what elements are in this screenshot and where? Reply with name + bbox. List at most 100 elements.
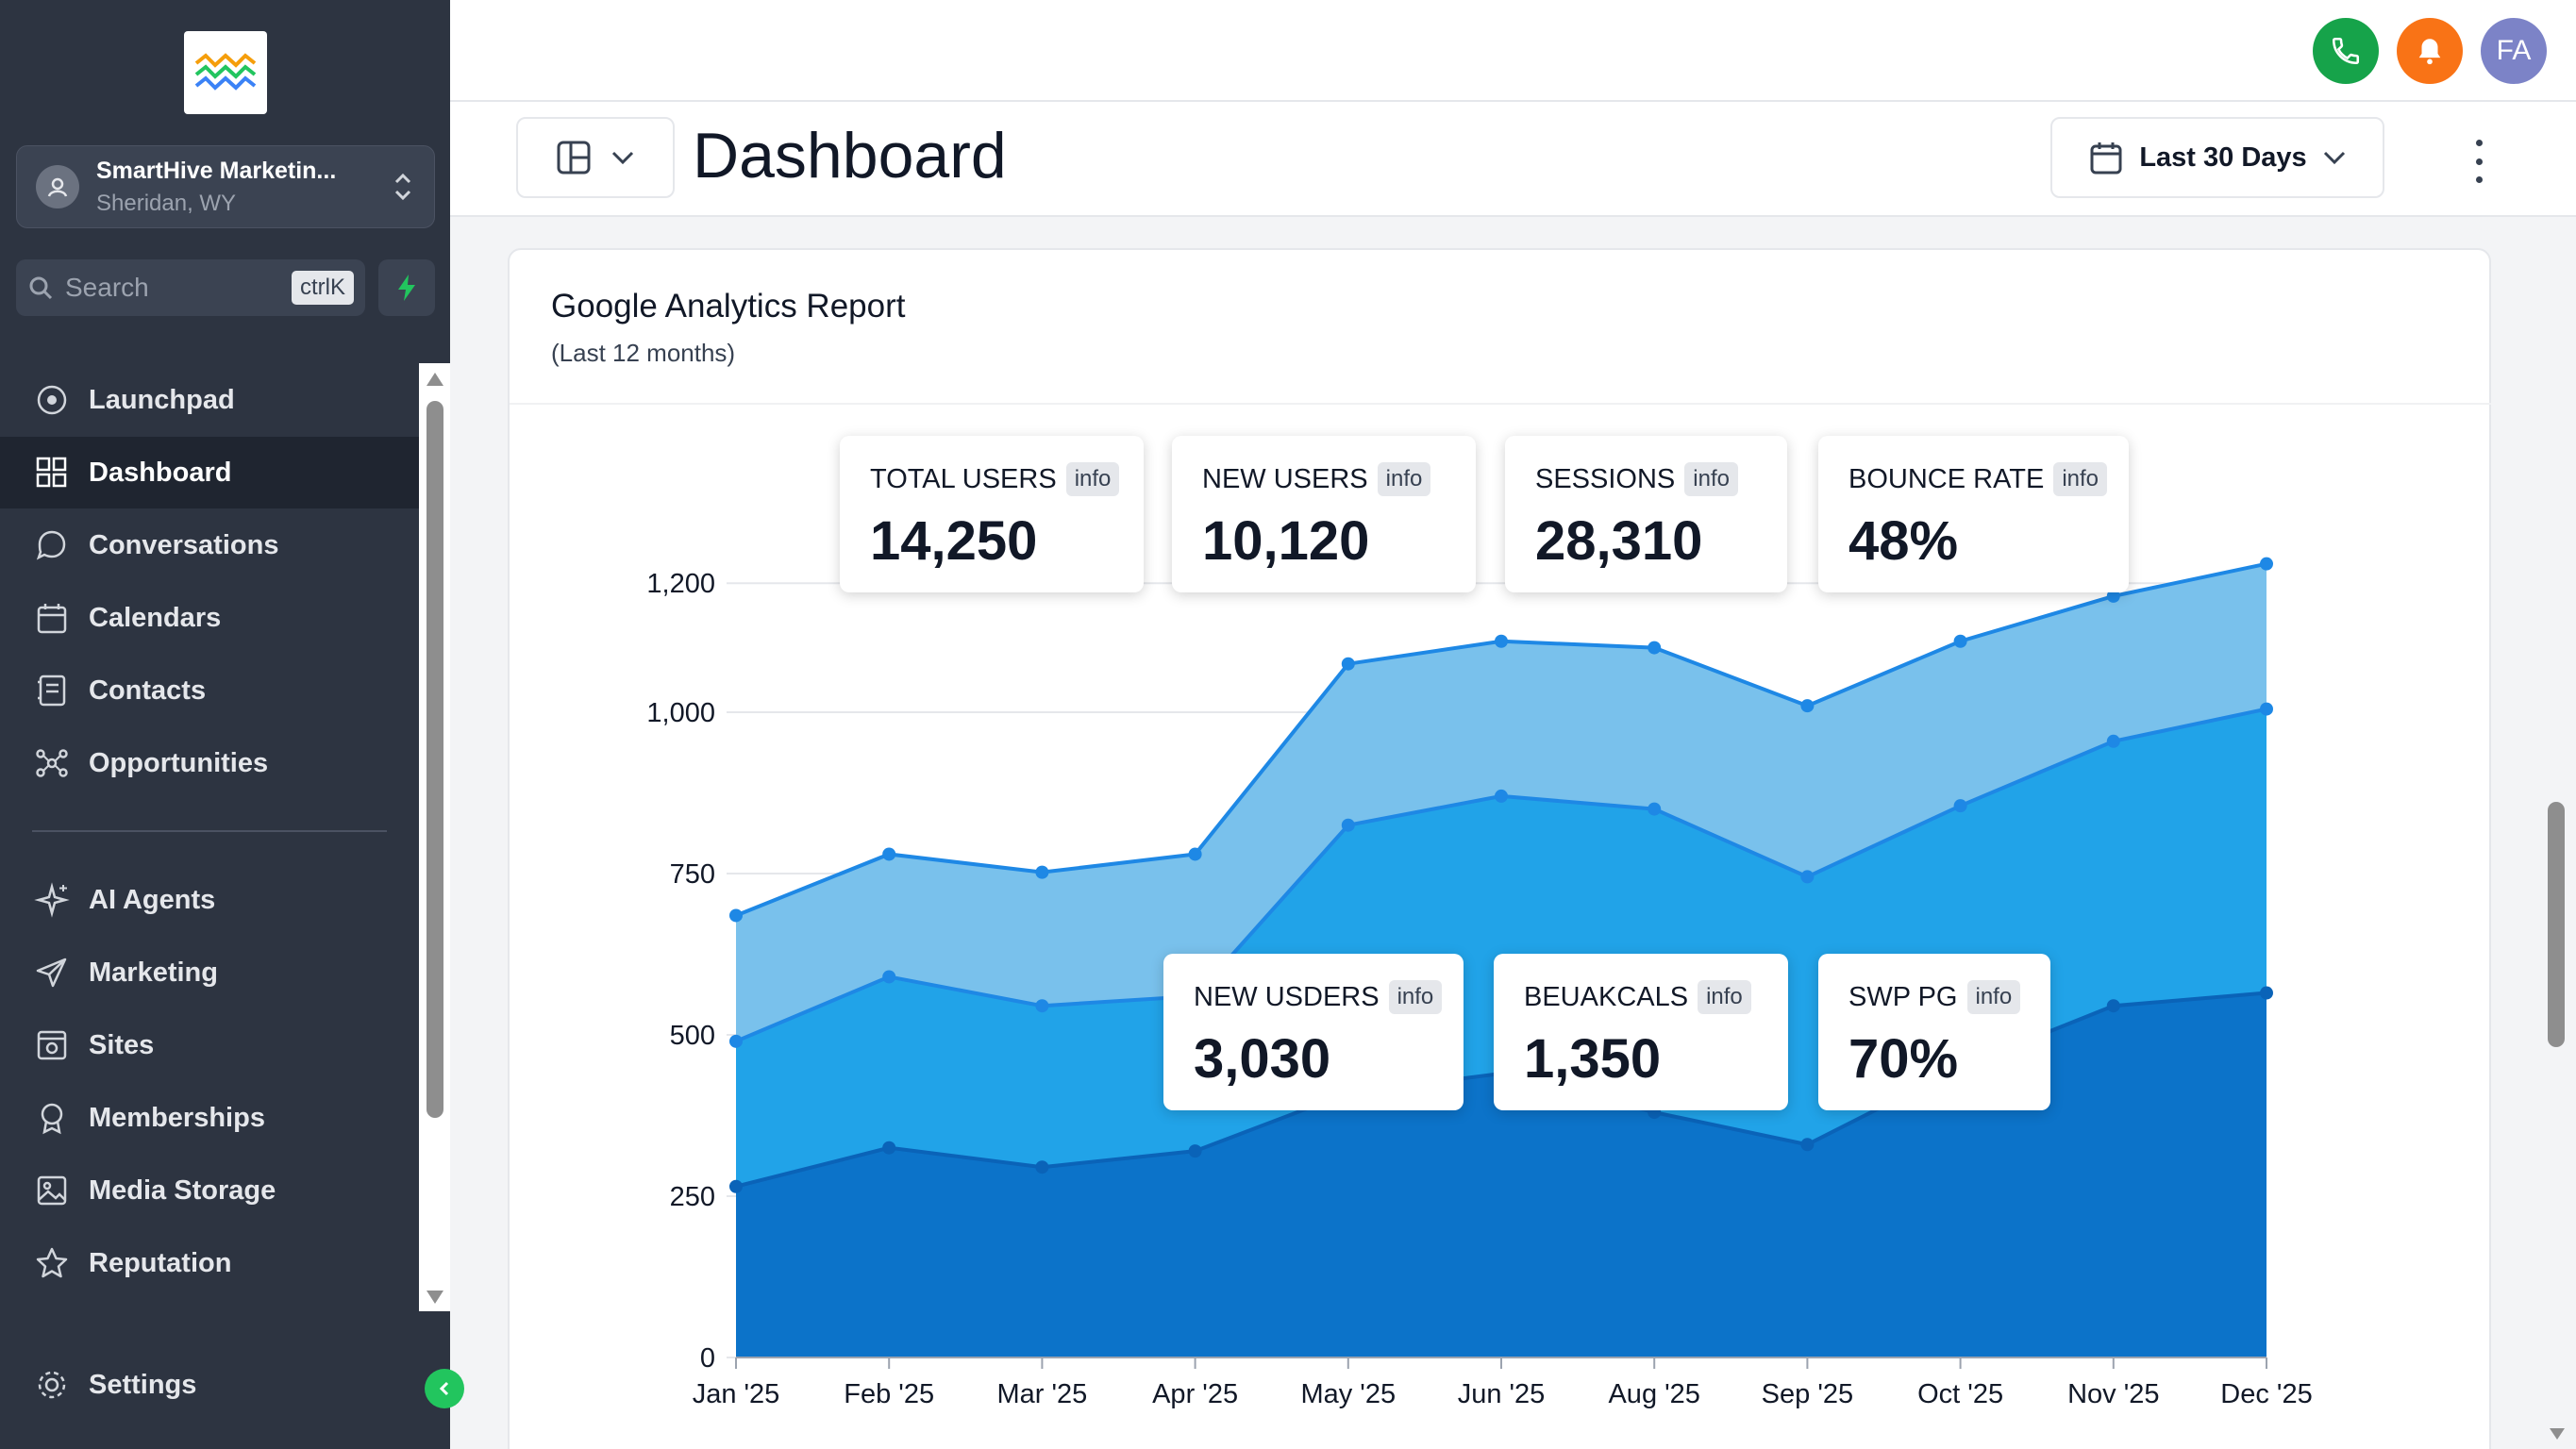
- y-tick-label: 250: [670, 1182, 715, 1212]
- sidebar-item-reputation[interactable]: Reputation: [0, 1227, 419, 1299]
- analytics-card: Google Analytics Report (Last 12 months)…: [508, 248, 2491, 1449]
- info-button[interactable]: info: [2053, 462, 2108, 496]
- x-tick-label: Feb '25: [844, 1379, 934, 1409]
- sidebar-item-launchpad[interactable]: Launchpad: [0, 364, 419, 436]
- data-point: [2106, 589, 2120, 603]
- metric-label-text: SESSIONS: [1535, 463, 1676, 494]
- chevron-left-icon: [439, 1381, 449, 1396]
- metric-label-text: TOTAL USERS: [870, 463, 1057, 494]
- collapse-sidebar-button[interactable]: [425, 1369, 464, 1408]
- user-avatar[interactable]: FA: [2481, 18, 2547, 84]
- star-icon: [36, 1247, 68, 1278]
- layout-switcher-button[interactable]: [516, 117, 675, 198]
- sidebar-item-label: Memberships: [89, 1102, 265, 1133]
- x-tick-label: May '25: [1300, 1379, 1396, 1409]
- metric-label-text: BOUNCE RATE: [1848, 463, 2045, 494]
- y-tick-label: 500: [670, 1021, 715, 1051]
- account-switcher[interactable]: SmartHive Marketin... Sheridan, WY: [16, 145, 435, 228]
- phone-button[interactable]: [2313, 18, 2379, 84]
- bolt-icon: [398, 275, 415, 301]
- data-point: [2106, 999, 2120, 1013]
- sidebar-item-marketing[interactable]: Marketing: [0, 937, 419, 1008]
- search-placeholder: Search: [65, 273, 149, 302]
- sidebar-item-dashboard[interactable]: Dashboard: [0, 437, 419, 508]
- sidebar-item-ai-agents[interactable]: AI Agents: [0, 864, 419, 936]
- data-point: [2260, 986, 2273, 1000]
- metric-value: 3,030: [1194, 1028, 1331, 1090]
- main-scroll-down-icon[interactable]: [2550, 1428, 2565, 1440]
- sidebar-item-label: Media Storage: [89, 1174, 276, 1206]
- search-input[interactable]: Search ctrlK: [16, 259, 365, 316]
- data-point: [1341, 818, 1355, 832]
- sidebar-item-label: Reputation: [89, 1247, 232, 1278]
- nav-divider: [32, 830, 387, 832]
- sites-icon: [37, 1030, 67, 1060]
- card-title: Google Analytics Report: [551, 288, 906, 325]
- date-range-picker[interactable]: Last 30 Days: [2050, 117, 2384, 198]
- info-button[interactable]: info: [1388, 980, 1443, 1014]
- sidebar-item-opportunities[interactable]: Opportunities: [0, 727, 419, 799]
- calendar-icon: [37, 604, 67, 634]
- metric-value: 70%: [1848, 1028, 1959, 1090]
- data-point: [1800, 1138, 1815, 1152]
- info-button[interactable]: info: [1966, 980, 2021, 1014]
- sidebar-item-label: Marketing: [89, 957, 218, 988]
- area-chart: 0 250 500 750 1,000 1,200 Jan '25 Feb '25 Mar '2…: [646, 557, 2313, 1409]
- metric-label: SWP PG info: [1848, 980, 2050, 1014]
- page-title: Dashboard: [693, 120, 1007, 192]
- data-point: [1035, 1160, 1049, 1174]
- sidebar-item-memberships[interactable]: Memberships: [0, 1082, 419, 1154]
- main-scroll-thumb[interactable]: [2548, 802, 2565, 1047]
- scroll-up-icon[interactable]: [427, 373, 443, 386]
- sidebar-item-label: Dashboard: [89, 457, 232, 488]
- metric-label-text: SWP PG: [1848, 981, 1958, 1012]
- y-tick-label: 0: [700, 1343, 715, 1374]
- sidebar-item-settings[interactable]: Settings: [0, 1349, 419, 1421]
- brand-logo[interactable]: [184, 31, 267, 114]
- sidebar-scroll-thumb[interactable]: [427, 401, 443, 1118]
- x-tick-label: Jun '25: [1458, 1379, 1546, 1409]
- info-button[interactable]: info: [1684, 462, 1738, 496]
- location-icon: [36, 165, 79, 208]
- award-icon: [41, 1103, 63, 1135]
- sidebar-item-label: AI Agents: [89, 884, 216, 915]
- account-name: SmartHive Marketin...: [96, 157, 337, 184]
- metric-value: 28,310: [1535, 510, 1703, 572]
- data-point: [729, 1034, 743, 1048]
- scroll-down-icon[interactable]: [427, 1291, 443, 1304]
- data-point: [1953, 634, 1967, 648]
- data-point: [2260, 557, 2273, 571]
- chevron-down-icon: [611, 151, 634, 165]
- sidebar-item-media-storage[interactable]: Media Storage: [0, 1155, 419, 1226]
- sidebar-item-conversations[interactable]: Conversations: [0, 509, 419, 581]
- sidebar-item-sites[interactable]: Sites: [0, 1009, 419, 1081]
- metric-card: BOUNCE RATE info 48%: [1818, 436, 2129, 592]
- account-location: Sheridan, WY: [96, 190, 237, 216]
- sidebar-item-calendars[interactable]: Calendars: [0, 582, 419, 654]
- gear-icon: [38, 1371, 66, 1399]
- metric-label: BOUNCE RATE info: [1848, 462, 2129, 496]
- sidebar: SmartHive Marketin... Sheridan, WY Searc…: [0, 0, 464, 1449]
- sidebar-item-label: Calendars: [89, 602, 222, 633]
- x-tick-label: Oct '25: [1917, 1379, 2003, 1409]
- info-button[interactable]: info: [1377, 462, 1431, 496]
- metric-label: SESSIONS info: [1535, 462, 1787, 496]
- sparkle-icon: [34, 882, 70, 918]
- metric-card: NEW USDERS info 3,030: [1163, 954, 1464, 1110]
- notifications-button[interactable]: [2397, 18, 2463, 84]
- info-button[interactable]: info: [1065, 462, 1120, 496]
- top-bar: FA: [450, 0, 2576, 102]
- metric-label: BEUAKCALS info: [1524, 980, 1788, 1014]
- search-icon: [29, 276, 53, 300]
- quick-action-button[interactable]: [378, 259, 435, 316]
- data-point: [1035, 999, 1049, 1013]
- more-options-icon[interactable]: [2465, 140, 2493, 183]
- info-button[interactable]: info: [1698, 980, 1751, 1014]
- calendar-icon: [2090, 142, 2122, 175]
- metric-value: 14,250: [870, 510, 1038, 572]
- x-tick-label: Jan '25: [693, 1379, 780, 1409]
- sidebar-item-contacts[interactable]: Contacts: [0, 655, 419, 726]
- contacts-icon: [38, 675, 66, 707]
- data-point: [1648, 802, 1662, 816]
- x-tick-label: Nov '25: [2067, 1379, 2159, 1409]
